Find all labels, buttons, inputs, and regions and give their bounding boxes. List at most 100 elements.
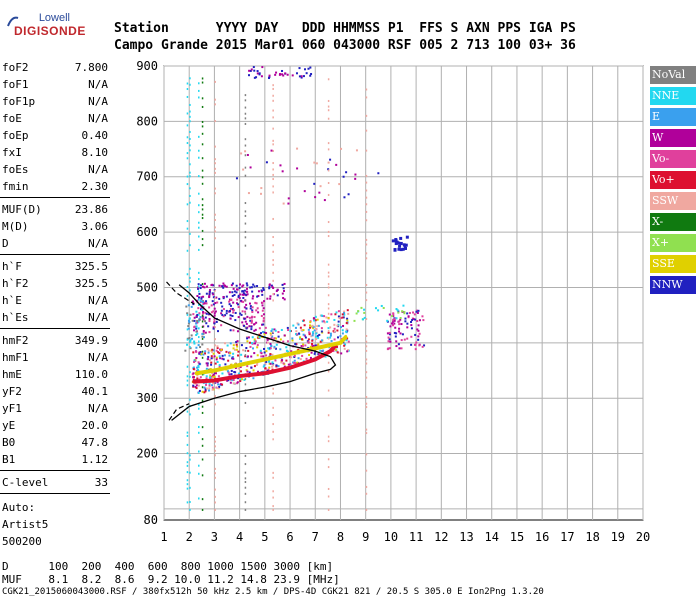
param-row: D N/A: [0, 235, 110, 252]
echo-point: [188, 337, 191, 340]
echo-point: [192, 378, 195, 381]
x-tick-label: 3: [211, 530, 218, 544]
echo-point: [404, 317, 407, 320]
echo-point: [201, 426, 204, 429]
echo-point: [190, 305, 193, 308]
param-value: N/A: [88, 112, 108, 125]
echo-point: [319, 340, 322, 343]
echo-point: [341, 313, 344, 316]
echo-point: [365, 291, 368, 294]
echo-point: [327, 105, 330, 108]
echo-point: [189, 120, 191, 123]
echo-point: [214, 192, 216, 195]
echo-point: [395, 308, 398, 311]
echo-point: [248, 371, 251, 374]
echo-point: [260, 314, 263, 317]
x-tick-label: 10: [384, 530, 398, 544]
echo-point: [192, 384, 195, 387]
param-row: fxI 8.10: [0, 144, 110, 161]
echo-point: [272, 430, 274, 433]
echo-point: [268, 75, 271, 78]
echo-point: [214, 472, 216, 475]
echo-point: [201, 508, 204, 511]
echo-point: [228, 298, 231, 301]
echo-point: [240, 344, 243, 347]
echo-point: [327, 370, 330, 373]
echo-point: [186, 328, 189, 331]
param-label: foF1: [2, 78, 29, 91]
echo-point: [247, 192, 250, 195]
echo-point: [235, 284, 238, 287]
echo-point: [269, 342, 272, 345]
echo-point: [397, 311, 400, 314]
echo-point: [314, 319, 317, 322]
echo-point: [245, 347, 248, 350]
echo-point: [388, 313, 391, 316]
echo-point: [189, 144, 191, 147]
echo-point: [414, 348, 417, 351]
echo-point: [274, 347, 277, 350]
echo-point: [327, 235, 330, 238]
echo-point: [386, 332, 389, 335]
echo-point: [214, 467, 216, 470]
echo-point: [347, 312, 350, 315]
echo-point: [277, 335, 280, 338]
echo-point: [339, 335, 342, 338]
echo-point: [202, 307, 205, 310]
echo-point: [307, 338, 310, 341]
echo-point: [265, 360, 268, 363]
echo-point: [236, 298, 239, 301]
legend-item: Vo+: [650, 171, 696, 189]
echo-point: [247, 349, 250, 352]
echo-point: [297, 332, 300, 335]
echo-point: [235, 341, 238, 344]
echo-point: [318, 333, 321, 336]
echo-point: [235, 348, 238, 351]
echo-point: [257, 290, 260, 293]
echo-point: [316, 335, 319, 338]
echo-point: [256, 72, 259, 75]
echo-point: [193, 329, 196, 332]
echo-point: [302, 333, 305, 336]
echo-point: [295, 72, 298, 75]
echo-point: [248, 74, 251, 77]
echo-point: [342, 324, 345, 327]
echo-point: [195, 384, 198, 387]
echo-point: [233, 348, 236, 351]
echo-point: [189, 375, 191, 378]
echo-point: [199, 287, 202, 290]
echo-point: [186, 379, 189, 382]
echo-point: [327, 283, 330, 286]
echo-point: [201, 332, 204, 335]
echo-point: [245, 293, 248, 296]
echo-point: [365, 485, 368, 488]
echo-point: [229, 329, 232, 332]
echo-point: [272, 508, 274, 511]
echo-point: [268, 284, 271, 287]
echo-point: [279, 338, 282, 341]
echo-point: [314, 315, 317, 318]
echo-point: [292, 361, 295, 364]
echo-point: [399, 236, 403, 240]
y-tick-label: 800: [136, 114, 158, 128]
echo-point: [186, 95, 189, 98]
echo-point: [198, 431, 200, 434]
echo-point: [303, 324, 306, 327]
echo-point: [321, 339, 324, 342]
echo-point: [314, 344, 317, 347]
echo-point: [289, 329, 292, 332]
echo-point: [343, 344, 346, 347]
echo-point: [365, 114, 368, 117]
echo-point: [257, 335, 260, 338]
echo-point: [272, 271, 274, 274]
echo-point: [302, 319, 305, 322]
echo-point: [286, 73, 289, 76]
echo-point: [314, 196, 317, 199]
echo-point: [214, 213, 216, 216]
echo-point: [309, 326, 312, 329]
echo-point: [193, 360, 196, 363]
x-tick-label: 19: [611, 530, 625, 544]
echo-point: [327, 440, 330, 443]
param-separator: [0, 470, 110, 471]
echo-point: [201, 81, 204, 84]
